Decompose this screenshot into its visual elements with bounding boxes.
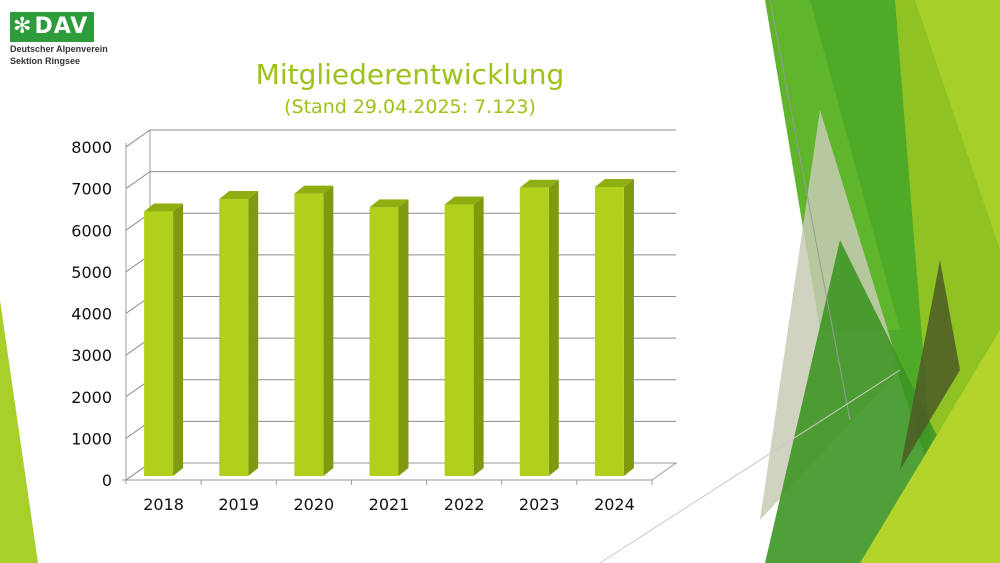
y-tick-label: 4000 <box>71 305 112 324</box>
logo-name: DAV <box>34 14 89 39</box>
y-tick-label: 6000 <box>71 221 112 240</box>
bar-side <box>473 196 484 476</box>
y-tick-label: 0 <box>102 471 112 490</box>
bar-2023 <box>519 179 559 477</box>
gridline <box>125 129 676 148</box>
y-axis-tick-labels: 0 1000 2000 3000 4000 5000 6000 7000 8000 <box>71 138 112 490</box>
chart-subtitle: (Stand 29.04.2025: 7.123) <box>284 96 536 118</box>
y-tick-label: 8000 <box>71 138 112 157</box>
chart-title: Mitgliederentwicklung <box>255 58 565 91</box>
bar-top <box>594 178 634 187</box>
bar-side <box>248 191 259 476</box>
bar-front <box>219 199 249 476</box>
logo-line-2: Sektion Ringsee <box>10 56 81 66</box>
bar-front <box>444 204 474 476</box>
bar-side <box>398 199 409 476</box>
edelweiss-icon: ✻ <box>13 14 32 39</box>
bar-top <box>219 191 259 200</box>
y-tick-label: 1000 <box>71 429 112 448</box>
bar-2021 <box>369 199 409 476</box>
chart-bars <box>144 178 634 477</box>
gridline <box>125 171 676 190</box>
x-tick-label: 2023 <box>519 495 560 514</box>
bar-2022 <box>444 196 484 476</box>
bar-front <box>144 211 174 477</box>
x-tick-label: 2022 <box>444 495 485 514</box>
y-tick-label: 7000 <box>71 180 112 199</box>
bar-2019 <box>219 191 259 476</box>
left-edge-shape <box>0 300 38 563</box>
accent-line-1 <box>769 0 851 421</box>
bar-top <box>444 196 484 205</box>
x-tick-label: 2019 <box>218 495 259 514</box>
x-tick-label: 2018 <box>143 495 184 514</box>
x-tick-label: 2024 <box>594 495 635 514</box>
logo-line-1: Deutscher Alpenverein <box>10 44 108 54</box>
bar-top <box>369 199 409 208</box>
right-top-corner <box>915 0 1000 250</box>
y-tick-label: 3000 <box>71 346 112 365</box>
dav-logo: ✻ DAV Deutscher Alpenverein Sektion Ring… <box>10 12 108 66</box>
right-bottom-shape <box>860 330 1000 563</box>
bar-front <box>294 193 324 476</box>
bar-front <box>594 186 624 476</box>
x-tick-label: 2021 <box>369 495 410 514</box>
bar-side <box>623 178 634 476</box>
accent-line-2 <box>599 369 901 563</box>
x-axis-tick-labels: 2018 2019 2020 2021 2022 2023 2024 <box>143 495 635 514</box>
y-tick-label: 2000 <box>71 388 112 407</box>
y-tick-label: 5000 <box>71 263 112 282</box>
bar-top <box>144 203 184 212</box>
bar-side <box>323 185 334 476</box>
bar-side <box>548 179 559 477</box>
bar-front <box>519 187 549 477</box>
bar-2020 <box>294 185 334 476</box>
chart-axes <box>122 143 678 485</box>
bar-top <box>519 179 559 188</box>
bar-2018 <box>144 203 184 477</box>
bar-2024 <box>594 178 634 476</box>
bar-top <box>294 185 334 194</box>
bar-front <box>369 207 399 476</box>
dav-logo-badge: ✻ DAV <box>10 12 94 42</box>
right-dark-wedge <box>900 260 960 470</box>
bar-side <box>173 203 184 477</box>
x-tick-label: 2020 <box>293 495 334 514</box>
